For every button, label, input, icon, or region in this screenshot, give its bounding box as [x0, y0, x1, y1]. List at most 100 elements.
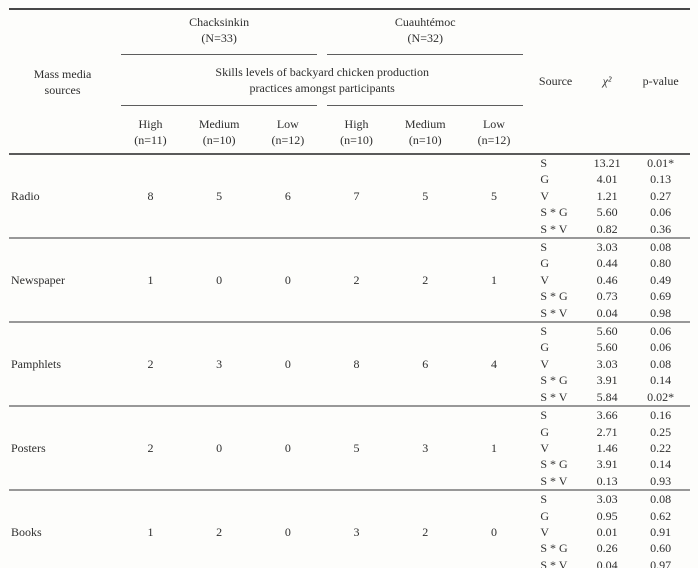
p-value-cell: 0.02* — [647, 389, 675, 404]
table-row: G 2.71 0.25 — [9, 424, 690, 440]
stat-source-cell: S * G — [540, 541, 568, 556]
table-row: S * G 5.60 0.06 — [9, 204, 690, 220]
table-body: Radio 8 5 6 7 5 5 S 13.21 0.01* G 4.01 0… — [9, 152, 690, 568]
skill-count-cell: 2 — [184, 489, 254, 568]
chi-square-cell: 3.91 — [596, 457, 618, 472]
sub-col-level: Low — [276, 116, 299, 131]
stat-source-cell: V — [540, 524, 549, 539]
stat-source-cell: S — [528, 489, 583, 508]
chi-square-cell: 0.44 — [596, 256, 618, 271]
row-header-line2: sources — [44, 82, 81, 97]
chi-square-cell: 0.04 — [596, 305, 618, 320]
p-value-cell: 0.08 — [631, 237, 690, 256]
col-header-source: Source — [538, 74, 573, 88]
skill-count-cell: 0 — [184, 237, 254, 323]
group2-rule-cell — [322, 101, 528, 110]
table-row: V 1.21 0.27 — [9, 188, 690, 204]
span-header-line2: practices amongst participants — [249, 81, 395, 95]
table-row: G 0.44 0.80 — [9, 255, 690, 271]
chi-square-cell: 1.46 — [596, 440, 618, 455]
p-value-cell: 0.14 — [650, 457, 672, 472]
group1-span-rule — [121, 54, 318, 55]
chi-square-cell: 0.26 — [596, 541, 618, 556]
table-row: G 0.95 0.62 — [9, 508, 690, 524]
chi-square-cell: 3.66 — [582, 405, 632, 424]
table-row: G 4.01 0.13 — [9, 171, 690, 187]
stat-source-cell: S * G — [540, 289, 568, 304]
media-row-label-pamphlets: Pamphlets — [9, 321, 117, 407]
media-skills-stats-table: Mass media sources Chacksinkin (N=33) Cu… — [9, 8, 690, 568]
sub-col-header-low-2: Low (n=12) — [460, 110, 529, 154]
chi-square-cell: 0.04 — [596, 557, 618, 568]
table-header: Mass media sources Chacksinkin (N=33) Cu… — [9, 9, 690, 154]
stat-source-cell: S — [528, 405, 583, 424]
p-value-cell: 0.27 — [650, 188, 672, 203]
stat-source-cell: V — [540, 356, 549, 371]
media-row-label-books: Books — [9, 489, 117, 568]
skill-count-cell: 3 — [322, 489, 391, 568]
p-value-cell: 0.49 — [650, 272, 672, 287]
stat-source-cell: S * V — [540, 305, 568, 320]
stat-source-cell: V — [540, 440, 549, 455]
table-row: G 5.60 0.06 — [9, 339, 690, 355]
skill-count-cell: 5 — [184, 152, 254, 239]
chi-square-cell: 13.21 — [582, 152, 632, 172]
sub-col-level: High — [138, 116, 163, 131]
p-value-cell: 0.13 — [650, 172, 672, 187]
p-value-cell: 0.14 — [650, 373, 672, 388]
group-span-rule-row — [9, 101, 690, 110]
p-value-cell: 0.60 — [650, 541, 672, 556]
chi-square-cell: 0.95 — [596, 508, 618, 523]
span-header-line1: Skills levels of backyard chicken produc… — [215, 65, 429, 79]
chi-square-cell: 2.71 — [596, 424, 618, 439]
table-row: Newspaper 1 0 0 2 2 1 S 3.03 0.08 — [9, 237, 690, 323]
skill-count-cell: 7 — [322, 152, 391, 239]
table-row: S * G 3.91 0.14 — [9, 456, 690, 472]
group1-span-rule — [121, 105, 318, 106]
table-row: V 0.01 0.91 — [9, 524, 690, 540]
group2-span-rule — [327, 105, 524, 106]
chi-square-cell: 5.60 — [596, 340, 618, 355]
group2-span-rule — [327, 54, 524, 55]
skill-count-cell: 8 — [322, 321, 391, 407]
chi-square-cell: 0.13 — [596, 473, 618, 488]
p-value-cell: 0.06 — [650, 340, 672, 355]
col-header-chi-square: χ² — [602, 74, 612, 88]
group-header-cuauhtemoc: Cuauhtémoc (N=32) — [322, 9, 528, 50]
p-value-cell: 0.16 — [631, 405, 690, 424]
sub-col-n: (n=10) — [408, 132, 442, 147]
group-n: (N=32) — [407, 31, 443, 45]
skill-count-cell: 0 — [253, 489, 323, 568]
sub-col-level: Medium — [198, 116, 240, 131]
sub-col-header-high-2: High (n=10) — [322, 110, 391, 154]
skill-count-cell: 4 — [459, 321, 529, 407]
skill-count-cell: 1 — [459, 237, 529, 323]
stat-source-cell: S — [528, 152, 583, 172]
skill-count-cell: 5 — [459, 152, 529, 239]
stat-source-cell: G — [540, 340, 549, 355]
stat-source-cell: G — [540, 256, 549, 271]
p-value-cell: 0.25 — [650, 424, 672, 439]
skill-count-cell: 6 — [253, 152, 323, 239]
chi-square-cell: 0.82 — [596, 221, 618, 236]
sub-col-level: Medium — [404, 116, 446, 131]
p-value-cell: 0.97 — [650, 557, 672, 568]
p-value-cell: 0.01* — [631, 152, 690, 172]
sub-col-header-medium-2: Medium (n=10) — [391, 110, 460, 154]
chi-square-cell: 3.03 — [596, 356, 618, 371]
p-value-cell: 0.93 — [650, 473, 672, 488]
chi-square-cell: 0.46 — [596, 272, 618, 287]
p-value-cell: 0.91 — [650, 524, 672, 539]
chi-square-cell: 3.91 — [596, 373, 618, 388]
row-header-mass-media-sources: Mass media sources — [9, 9, 116, 154]
col-header-p-value: p-value — [642, 74, 679, 88]
table-row: S * G 3.91 0.14 — [9, 372, 690, 388]
skill-count-cell: 2 — [390, 237, 460, 323]
stat-source-cell: G — [540, 508, 549, 523]
stat-source-cell: S — [528, 321, 583, 340]
table-row: V 3.03 0.08 — [9, 356, 690, 372]
skill-count-cell: 0 — [184, 405, 254, 491]
p-value-cell: 0.06 — [631, 321, 690, 340]
stat-source-cell: S * G — [540, 457, 568, 472]
